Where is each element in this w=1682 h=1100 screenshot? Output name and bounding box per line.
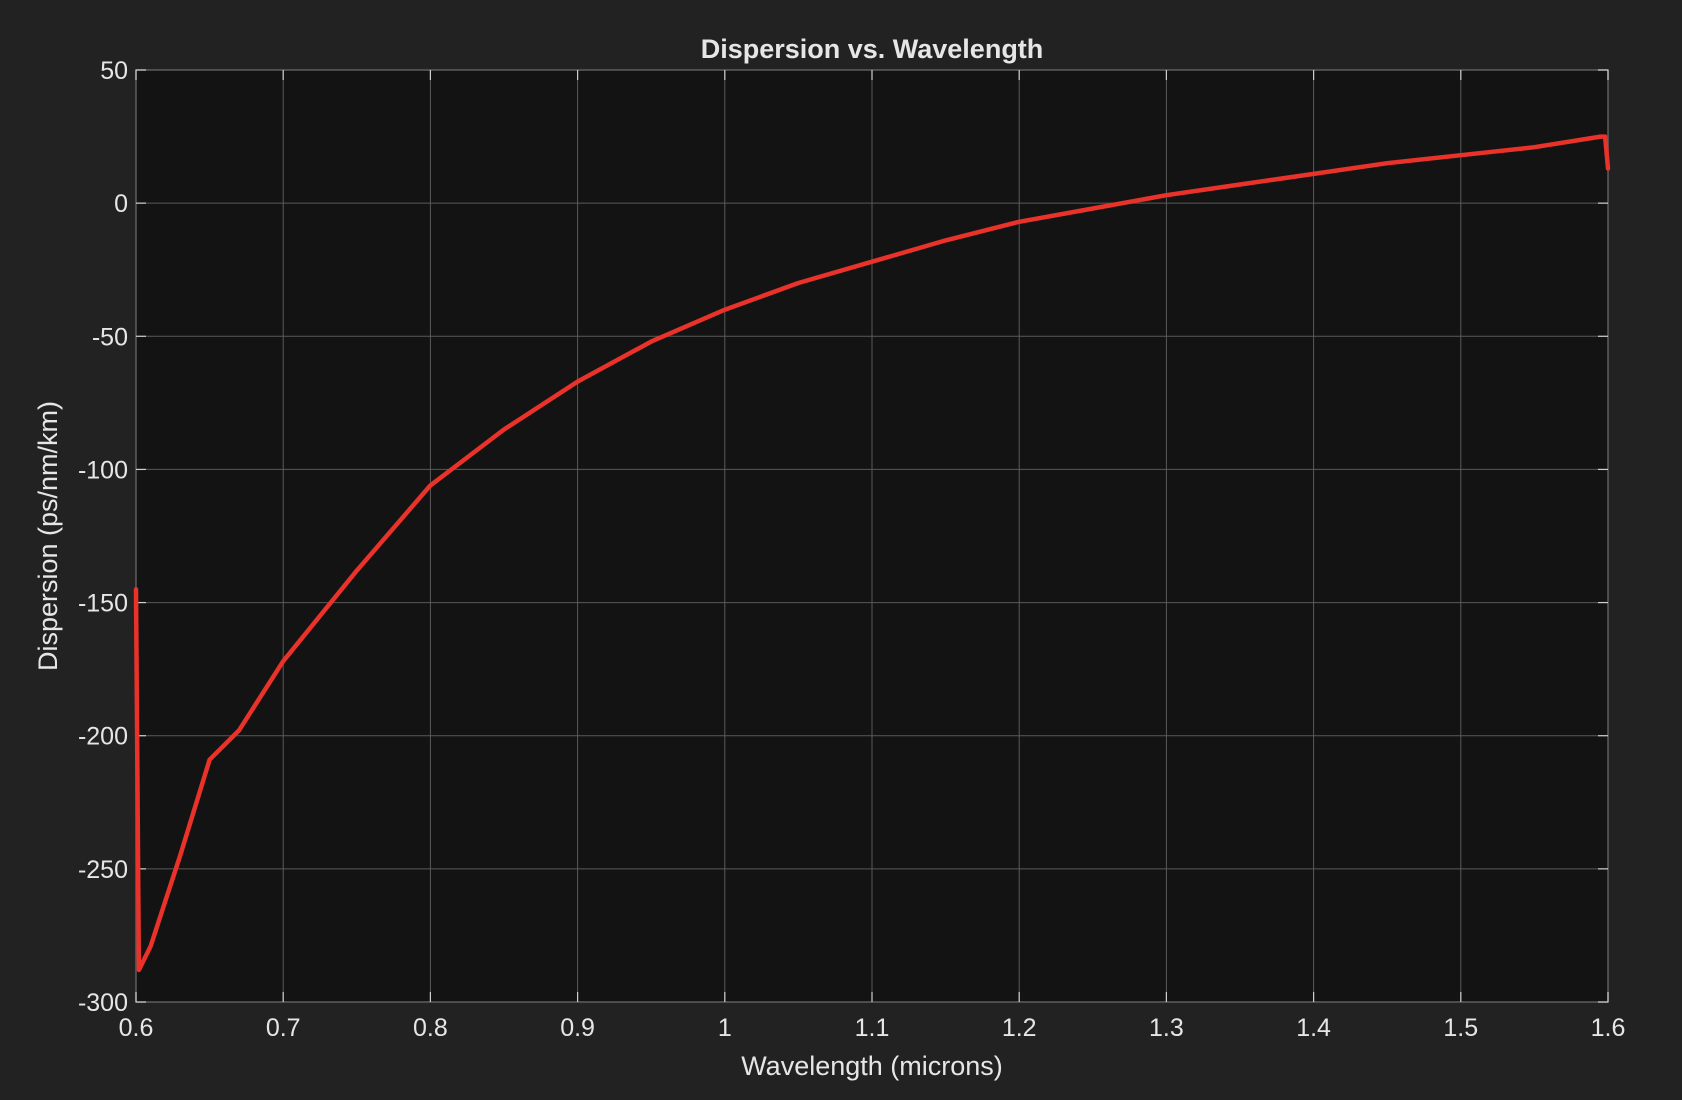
y-tick-label: -250 bbox=[78, 856, 128, 884]
y-tick-label: 50 bbox=[100, 57, 128, 85]
x-tick-label: 1 bbox=[718, 1014, 732, 1042]
y-axis-label: Dispersion (ps/nm/km) bbox=[33, 401, 63, 671]
x-axis-label: Wavelength (microns) bbox=[741, 1051, 1003, 1081]
y-tick-label: -300 bbox=[78, 989, 128, 1017]
x-tick-label: 0.8 bbox=[413, 1014, 448, 1042]
x-tick-label: 0.6 bbox=[119, 1014, 154, 1042]
x-tick-labels: 0.6 0.7 0.8 0.9 1 1.1 1.2 1.3 1.4 1.5 1.6 bbox=[119, 1014, 1626, 1042]
chart-title: Dispersion vs. Wavelength bbox=[701, 34, 1044, 64]
x-tick-label: 1.4 bbox=[1296, 1014, 1331, 1042]
x-tick-label: 1.6 bbox=[1591, 1014, 1626, 1042]
y-tick-label: -50 bbox=[92, 323, 128, 351]
series-layer bbox=[133, 134, 1611, 973]
y-tick-label: 0 bbox=[114, 190, 128, 218]
y-tick-label: -200 bbox=[78, 723, 128, 751]
y-tick-labels: -300 -250 -200 -150 -100 -50 0 50 bbox=[78, 57, 128, 1017]
y-tick-label: -150 bbox=[78, 590, 128, 618]
y-tick-label: -100 bbox=[78, 456, 128, 484]
x-tick-label: 1.5 bbox=[1443, 1014, 1478, 1042]
tick-marks bbox=[135, 69, 1609, 1003]
x-tick-label: 0.9 bbox=[560, 1014, 595, 1042]
x-tick-label: 1.1 bbox=[855, 1014, 890, 1042]
dispersion-series-line bbox=[133, 134, 1611, 973]
x-tick-label: 1.3 bbox=[1149, 1014, 1184, 1042]
x-tick-label: 0.7 bbox=[266, 1014, 301, 1042]
x-tick-label: 1.2 bbox=[1002, 1014, 1037, 1042]
